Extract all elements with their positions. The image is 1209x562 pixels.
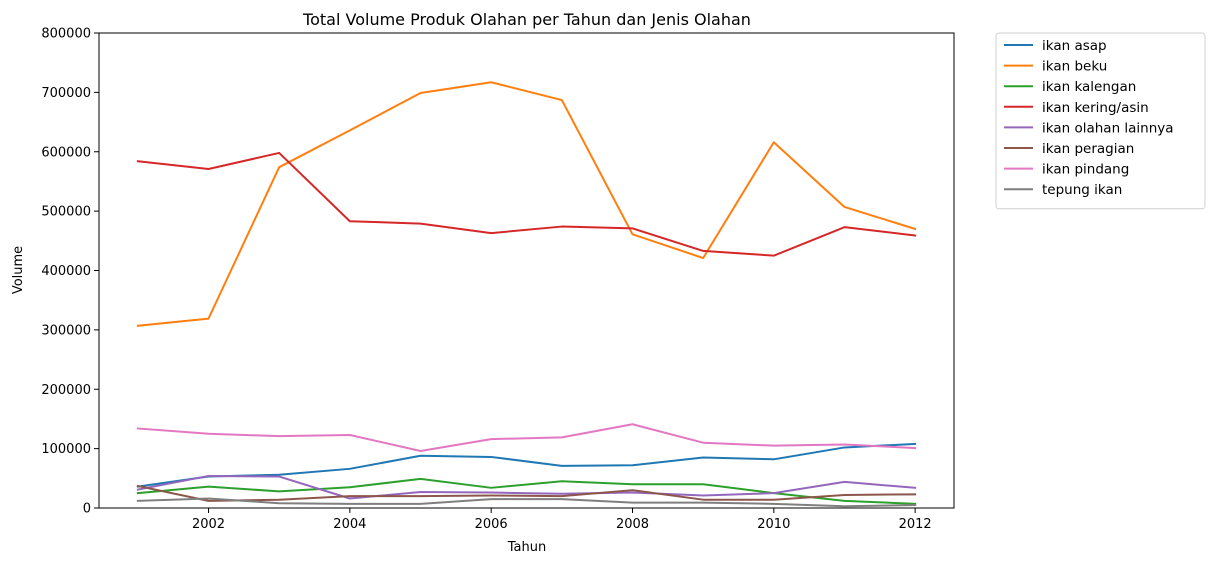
x-tick-label: 2006: [475, 517, 508, 532]
series-line-6: [136, 484, 917, 502]
y-tick-label: 700000: [41, 86, 91, 101]
legend-entry-1: ikan asap: [1042, 38, 1107, 54]
x-tick-label: 2012: [899, 517, 932, 532]
legend-entry-8: tepung ikan: [1042, 182, 1122, 198]
y-tick-label: 600000: [41, 145, 91, 160]
y-tick-label: 200000: [41, 383, 91, 398]
legend-entry-7: ikan pindang: [1042, 162, 1129, 178]
series-line-3: [136, 477, 917, 505]
series-line-8: [136, 497, 917, 508]
y-tick-label: 0: [83, 502, 91, 517]
x-tick-label: 2010: [757, 517, 790, 532]
x-tick-label: 2002: [192, 517, 225, 532]
axes-layer: 2002 2004 2006 2008 2010 2012 0 100000 200000 300…: [41, 27, 955, 532]
plot-frame: [98, 32, 955, 509]
series-layer: [136, 81, 917, 508]
legend-box: [995, 32, 1206, 210]
y-tick-label: 800000: [41, 27, 91, 42]
x-tick-label: 2008: [616, 517, 649, 532]
x-tick-label: 2004: [333, 517, 366, 532]
legend-entry-4: ikan kering/asin: [1042, 100, 1149, 116]
series-line-7: [136, 423, 917, 452]
series-line-1: [136, 442, 917, 488]
y-axis-label: Volume: [11, 246, 26, 294]
chart-title: Total Volume Produk Olahan per Tahun dan…: [302, 10, 751, 29]
y-tick-label: 100000: [41, 442, 91, 457]
legend: ikan asap ikan beku ikan kalengan ikan keri…: [995, 32, 1206, 210]
legend-entry-6: ikan peragian: [1042, 141, 1134, 157]
x-axis-label: Tahun: [507, 540, 546, 555]
y-tick-label: 400000: [41, 264, 91, 279]
series-line-5: [136, 474, 917, 500]
legend-entry-2: ikan beku: [1042, 59, 1107, 75]
series-line-4: [136, 151, 917, 257]
legend-entry-3: ikan kalengan: [1042, 79, 1136, 95]
y-tick-label: 300000: [41, 323, 91, 338]
legend-entry-5: ikan olahan lainnya: [1042, 120, 1174, 136]
y-tick-label: 500000: [41, 205, 91, 220]
series-line-2: [136, 81, 917, 327]
